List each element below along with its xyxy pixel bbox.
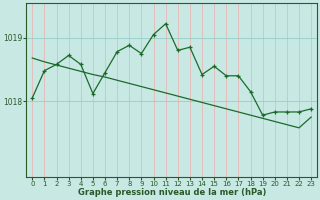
- X-axis label: Graphe pression niveau de la mer (hPa): Graphe pression niveau de la mer (hPa): [77, 188, 266, 197]
